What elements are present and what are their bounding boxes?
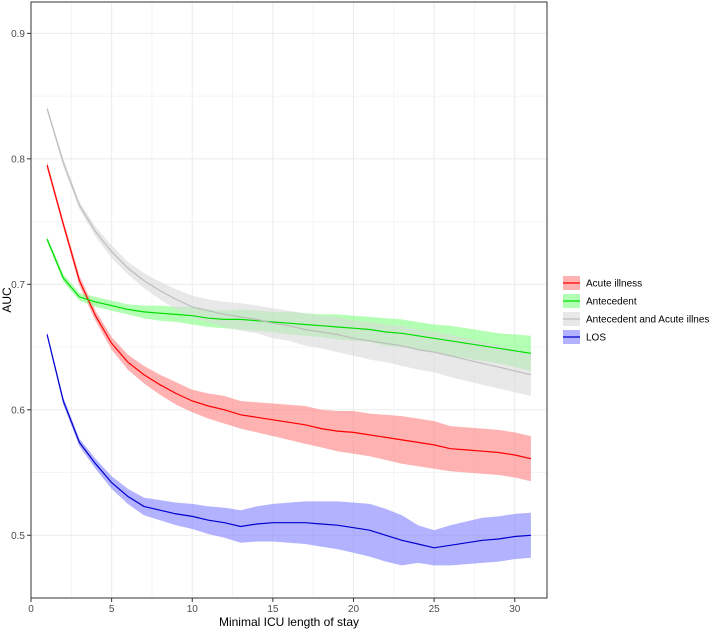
series-lines: [46, 108, 532, 549]
legend-label: Antecedent and Acute illness: [586, 315, 709, 326]
legend-label: LOS: [586, 333, 606, 344]
series-line: [46, 238, 531, 354]
y-tick-label: 0.7: [11, 280, 25, 291]
y-tick-label: 0.8: [11, 154, 25, 165]
legend-label: Antecedent: [586, 297, 637, 308]
x-tick-label: 25: [429, 604, 441, 615]
axis-ticks: 0 5 10 15 20 25 30 0.5 0.6 0.7 0.8 0.9: [11, 29, 521, 615]
legend-label: Acute illness: [586, 279, 642, 290]
x-axis-title: Minimal ICU length of stay: [219, 615, 359, 629]
x-tick-label: 30: [509, 604, 521, 615]
series-line: [46, 108, 532, 376]
x-tick-label: 5: [109, 604, 115, 615]
confidence-bands: [47, 106, 531, 566]
series-line: [46, 334, 531, 549]
confidence-band: [47, 161, 531, 482]
confidence-band: [47, 106, 531, 396]
y-tick-label: 0.9: [11, 29, 25, 40]
x-tick-label: 10: [187, 604, 199, 615]
y-axis-title: AUC: [0, 287, 14, 313]
panel-border: [30, 1, 548, 599]
confidence-band: [47, 332, 531, 566]
legend: Acute illness Antecedent Antecedent and Ac…: [563, 276, 709, 344]
x-tick-label: 0: [28, 604, 34, 615]
y-tick-label: 0.6: [11, 405, 25, 416]
y-tick-label: 0.5: [11, 531, 25, 542]
x-tick-label: 15: [267, 604, 279, 615]
series-line: [46, 164, 532, 460]
x-tick-label: 20: [348, 604, 360, 615]
